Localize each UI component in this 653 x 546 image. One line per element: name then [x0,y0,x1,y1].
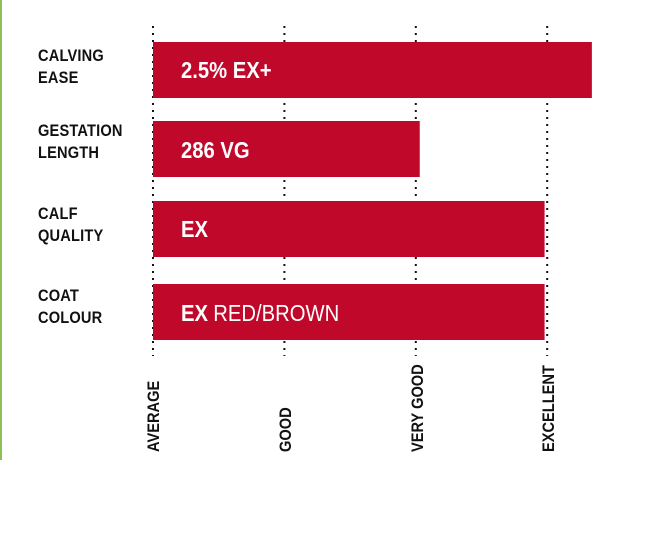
bar-label-main: 286 VG [181,137,250,163]
bar-label-main: EX [181,216,209,242]
x-tick-label-excellent: EXCELLENT [539,365,558,452]
bar-label-rest: RED/BROWN [213,300,340,326]
row-label-calving-ease: CALVING EASE [38,45,133,89]
bar-label-coat-colour: EX RED/BROWN [181,298,339,328]
row-label-line-2: LENGTH [38,143,100,162]
row-label-line-1: COAT [38,286,80,305]
row-label-line-1: CALVING [38,46,104,65]
row-label-line-2: EASE [38,68,79,87]
bar-label-gestation-length: 286 VG [181,135,255,165]
bar-label-main: 2.5% EX+ [181,57,272,83]
left-accent-line [0,0,2,460]
x-tick-label-good: GOOD [276,407,295,452]
bar-label-calf-quality: EX [181,214,213,244]
x-tick-label-average: AVERAGE [144,380,163,452]
row-label-coat-colour: COAT COLOUR [38,285,133,329]
bars [153,42,592,340]
bar-label-main: EX [181,300,209,326]
bar-label-calving-ease: 2.5% EX+ [181,55,277,85]
bar [153,42,592,98]
bar [153,201,545,257]
row-label-line-2: QUALITY [38,226,104,245]
x-tick-label-very-good: VERY GOOD [408,364,427,452]
row-label-gestation-length: GESTATION LENGTH [38,120,133,164]
row-label-line-1: GESTATION [38,121,123,140]
row-label-line-1: CALF [38,204,78,223]
row-label-line-2: COLOUR [38,308,103,327]
bar [153,121,420,177]
bar [153,284,545,340]
row-label-calf-quality: CALF QUALITY [38,203,133,247]
